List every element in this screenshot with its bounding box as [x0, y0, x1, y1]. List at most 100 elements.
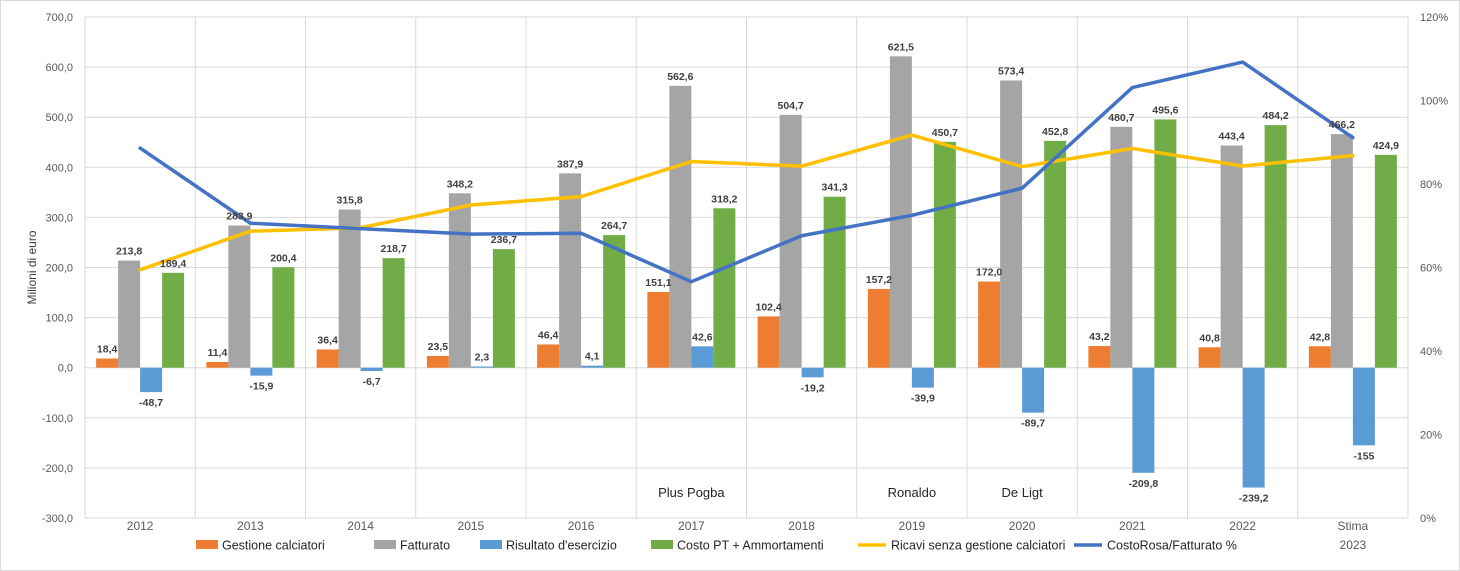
bar-risultato-d-esercizio — [911, 367, 934, 388]
y2-tick-label: 120% — [1420, 12, 1448, 24]
legend-label: Fatturato — [400, 539, 450, 553]
bar-costo-pt-ammortamenti — [1374, 154, 1397, 368]
line-point — [579, 231, 583, 235]
bar-risultato-d-esercizio — [470, 366, 493, 368]
data-label: 562,6 — [667, 71, 693, 83]
legend: Gestione calciatori Fatturato Risultato d'… — [196, 539, 1237, 553]
axes-layer: -300,0 -200,0 -100,0 0,0 100,0 200,0 300,0 400,… — [25, 12, 1448, 552]
legend-swatch — [651, 540, 673, 549]
bar-costo-pt-ammortamenti — [1044, 140, 1067, 368]
y-tick-label: 100,0 — [45, 313, 73, 325]
line-point — [1351, 136, 1355, 140]
data-label: 23,5 — [428, 341, 449, 353]
bar-costo-pt-ammortamenti — [382, 258, 405, 368]
x-tick-label: 2013 — [237, 519, 264, 533]
bar-risultato-d-esercizio — [691, 346, 714, 368]
legend-label: Costo PT + Ammortamenti — [677, 539, 824, 553]
bar-risultato-d-esercizio — [140, 367, 163, 393]
line-point — [579, 195, 583, 199]
data-label: 443,4 — [1218, 131, 1244, 143]
y-tick-label: 400,0 — [45, 162, 73, 174]
gridlines — [84, 16, 1409, 519]
data-label: 11,4 — [207, 347, 227, 359]
bar-costo-pt-ammortamenti — [823, 196, 846, 368]
data-label: 43,2 — [1089, 331, 1110, 343]
bar-fatturato — [669, 85, 692, 368]
data-label: -209,8 — [1128, 478, 1158, 490]
x-tick-label: 2015 — [458, 519, 485, 533]
bar-costo-pt-ammortamenti — [1264, 125, 1287, 368]
y-tick-label: 300,0 — [45, 212, 73, 224]
line-point — [469, 232, 473, 236]
data-label: 466,2 — [1329, 119, 1355, 131]
y2-tick-label: 100% — [1420, 96, 1448, 108]
y-tick-label: 0,0 — [58, 363, 73, 375]
lines-layer — [138, 60, 1355, 284]
data-label: 341,3 — [821, 182, 847, 194]
bar-gestione-calciatori — [206, 361, 229, 368]
bar-risultato-d-esercizio — [801, 367, 824, 378]
data-label: 36,4 — [317, 334, 338, 346]
bar-fatturato — [448, 193, 471, 368]
data-label: 40,8 — [1199, 332, 1220, 344]
line-point — [1130, 147, 1134, 151]
data-label: 318,2 — [711, 193, 737, 205]
x-tick-label: 2014 — [347, 519, 374, 533]
line-point — [359, 227, 363, 231]
line-point — [138, 268, 142, 272]
x-tick-label: 2019 — [899, 519, 926, 533]
bar-fatturato — [1110, 126, 1133, 368]
data-label: 621,5 — [888, 41, 914, 53]
bar-risultato-d-esercizio — [250, 367, 273, 376]
bar-risultato-d-esercizio — [1022, 367, 1045, 413]
bar-gestione-calciatori — [426, 355, 449, 368]
y-tick-label: 500,0 — [45, 112, 73, 124]
line-point — [910, 133, 914, 137]
data-label: 200,4 — [270, 252, 296, 264]
data-label: -48,7 — [139, 397, 163, 409]
x-tick-label: Stima — [1338, 519, 1369, 533]
line-point — [248, 221, 252, 225]
data-label: 387,9 — [557, 158, 583, 170]
bar-fatturato — [1220, 145, 1243, 368]
legend-label: Ricavi senza gestione calciatori — [891, 539, 1065, 553]
data-label: 450,7 — [932, 127, 958, 139]
data-label: 18,4 — [97, 343, 118, 355]
bar-fatturato — [1000, 80, 1023, 368]
legend-label: Gestione calciatori — [222, 539, 325, 553]
y2-tick-label: 20% — [1420, 430, 1442, 442]
y-tick-label: -200,0 — [42, 463, 73, 475]
annotation-label: De Ligt — [1002, 485, 1044, 500]
data-label: -15,9 — [249, 381, 273, 393]
bar-gestione-calciatori — [1308, 346, 1331, 368]
bar-gestione-calciatori — [537, 344, 560, 368]
data-labels-layer: 18,4 11,4 36,4 23,5 46,4 151,1 102,4 157,2 172,0… — [97, 41, 1399, 504]
x-tick-label: 2020 — [1009, 519, 1036, 533]
line-point — [469, 203, 473, 207]
bar-gestione-calciatori — [757, 316, 780, 368]
bar-gestione-calciatori — [867, 288, 890, 368]
bar-fatturato — [559, 173, 582, 368]
data-label: 218,7 — [380, 243, 406, 255]
line-point — [1130, 86, 1134, 90]
data-label: -239,2 — [1239, 493, 1269, 505]
data-label: 46,4 — [538, 329, 559, 341]
bar-fatturato — [889, 56, 912, 368]
data-label: 236,7 — [491, 234, 517, 246]
data-label: 424,9 — [1373, 140, 1399, 152]
data-label: 157,2 — [866, 274, 892, 286]
x-tick-label: 2022 — [1229, 519, 1256, 533]
data-label: 213,8 — [116, 246, 142, 258]
bar-costo-pt-ammortamenti — [603, 235, 626, 368]
data-label: -6,7 — [363, 376, 381, 388]
data-label: 102,4 — [755, 301, 781, 313]
data-label: 504,7 — [777, 100, 803, 112]
line-point — [1241, 60, 1245, 64]
data-label: 480,7 — [1108, 112, 1134, 124]
annotation-label: Ronaldo — [888, 485, 936, 500]
bar-gestione-calciatori — [316, 349, 339, 368]
data-label: 172,0 — [976, 267, 1002, 279]
legend-swatch — [196, 540, 218, 549]
bar-risultato-d-esercizio — [1132, 367, 1155, 473]
y-tick-label: 700,0 — [45, 12, 73, 24]
